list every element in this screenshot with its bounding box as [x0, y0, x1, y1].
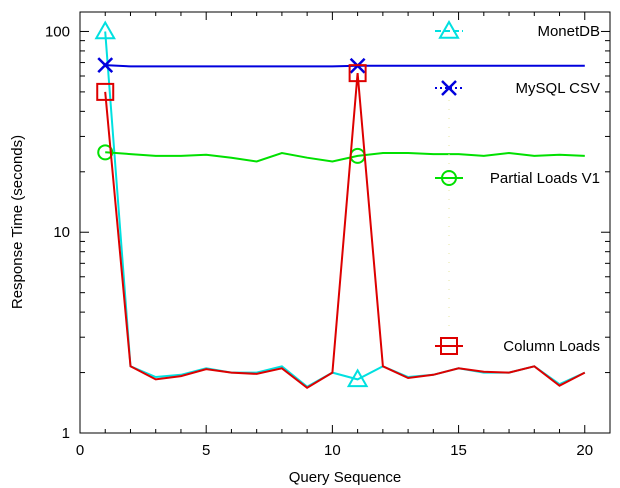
x-tick-label: 10 [324, 442, 341, 459]
legend-entry-column-loads: Column Loads [435, 337, 600, 355]
x-tick-label: 5 [202, 442, 210, 459]
series-line-mysql-csv [105, 64, 585, 68]
legend-label-partial-loads-v1: Partial Loads V1 [490, 170, 600, 187]
plot-frame [79, 11, 611, 434]
data-point-column-loads [348, 64, 367, 83]
legend-marker-partial-loads-v1 [441, 170, 457, 186]
series-line-monetdb [104, 31, 586, 388]
y-tick-label: 100 [45, 23, 70, 40]
series-partial-loads-v1 [97, 144, 585, 164]
legend-marker-mysql-csv [441, 80, 457, 96]
series-layer [94, 20, 586, 390]
data-point-partial-loads-v1 [97, 144, 114, 161]
y-tick-label: 10 [53, 224, 70, 241]
axis-ticks: 0 5 10 15 20 1 10 100 [45, 12, 611, 459]
series-mysql-csv [97, 57, 585, 74]
y-axis-label: Response Time (seconds) [9, 135, 26, 309]
legend-entry-monetdb: MonetDB [435, 19, 600, 40]
series-monetdb [94, 20, 586, 388]
data-point-column-loads [96, 82, 115, 101]
legend-label-mysql-csv: MySQL CSV [516, 80, 600, 97]
legend-marker-monetdb [438, 19, 460, 39]
series-column-loads [96, 64, 586, 390]
legend-entry-mysql-csv: MySQL CSV [435, 80, 600, 97]
x-tick-label: 0 [76, 442, 84, 459]
y-tick-label: 1 [62, 425, 70, 442]
x-tick-label: 15 [450, 442, 467, 459]
data-point-monetdb [346, 368, 369, 388]
series-line-column-loads [104, 73, 586, 390]
data-point-monetdb [94, 20, 116, 40]
legend-label-monetdb: MonetDB [537, 23, 600, 40]
data-point-mysql-csv [97, 57, 114, 73]
legend-label-column-loads: Column Loads [503, 338, 600, 355]
data-point-mysql-csv-stroke-b [97, 57, 114, 73]
legend: MonetDB MySQL CSV Partial Loads V1 Column L… [435, 19, 600, 355]
legend-entry-partial-loads-v1: Partial Loads V1 [435, 170, 600, 187]
legend-marker-column-loads [440, 337, 458, 355]
legend-marker-mysql-csv-stroke-b [441, 80, 457, 96]
x-axis-label: Query Sequence [289, 469, 402, 486]
x-tick-label: 20 [576, 442, 593, 459]
series-line-partial-loads-v1 [105, 151, 585, 163]
